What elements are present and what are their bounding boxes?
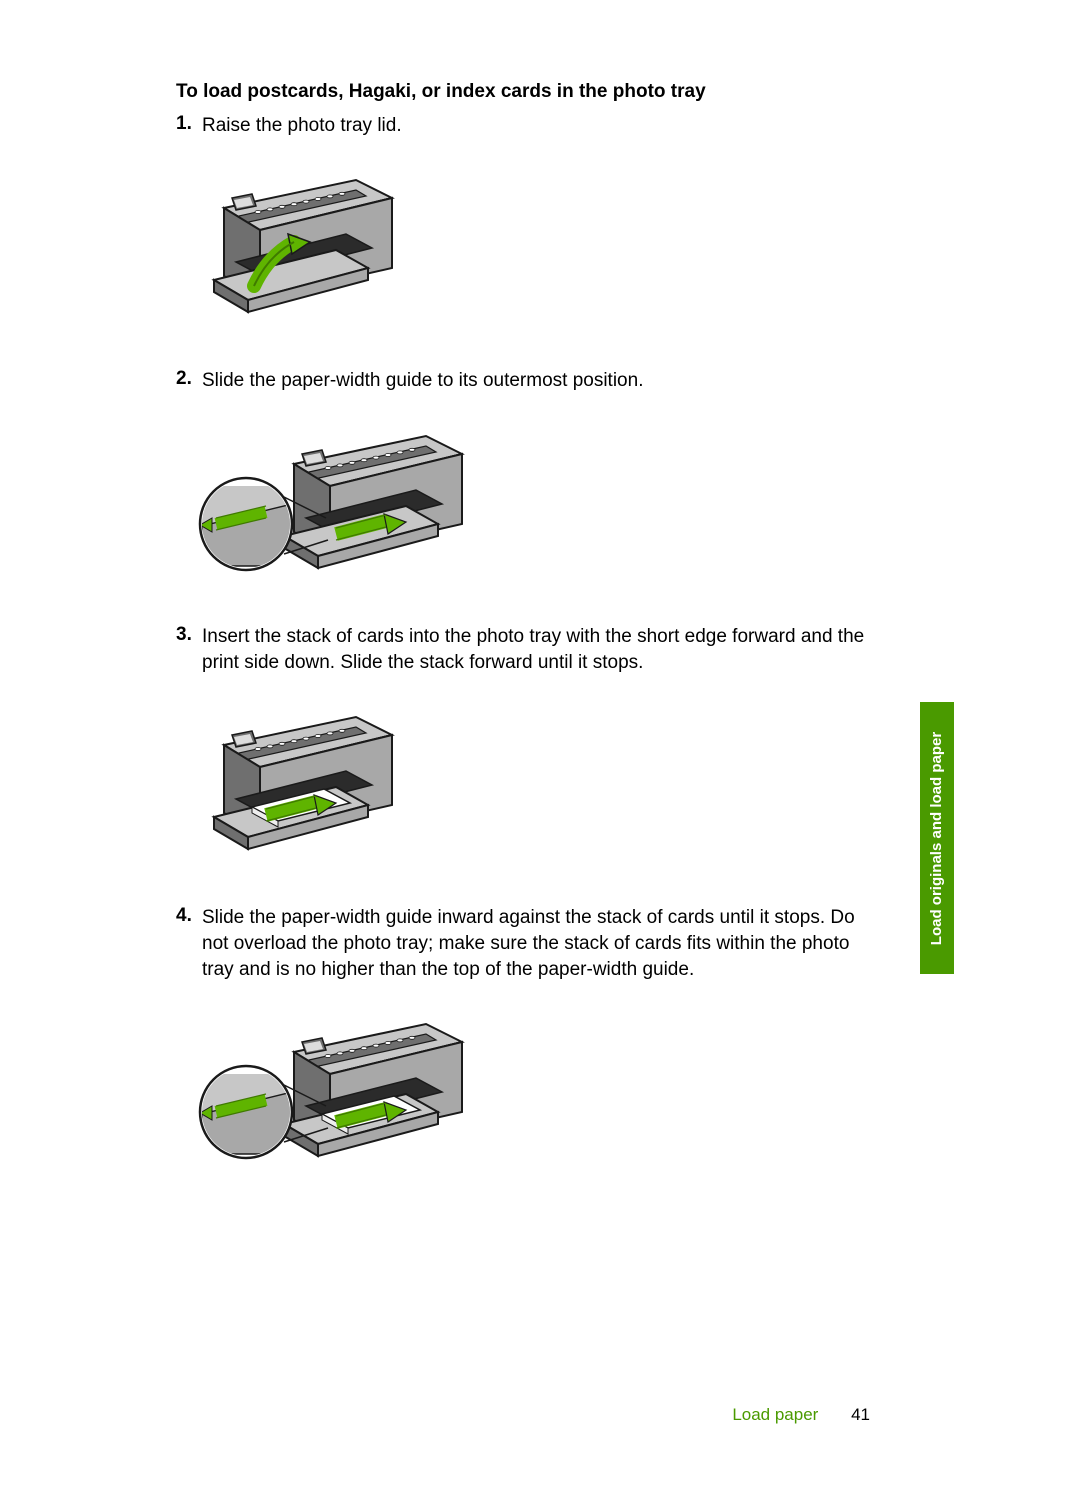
step-number: 3.	[176, 624, 202, 646]
footer-section-label: Load paper	[732, 1405, 818, 1424]
chapter-tab: Load originals and load paper	[920, 702, 954, 974]
step-text: Raise the photo tray lid.	[202, 113, 876, 139]
page-footer: Load paper 41	[732, 1405, 870, 1425]
figure-1	[196, 150, 876, 340]
step-text: Insert the stack of cards into the photo…	[202, 624, 876, 675]
step-1: 1. Raise the photo tray lid.	[176, 113, 876, 139]
footer-page-number: 41	[851, 1405, 870, 1424]
step-text: Slide the paper-width guide inward again…	[202, 905, 876, 982]
step-text: Slide the paper-width guide to its outer…	[202, 368, 876, 394]
step-3: 3. Insert the stack of cards into the ph…	[176, 624, 876, 675]
step-2: 2. Slide the paper-width guide to its ou…	[176, 368, 876, 394]
chapter-tab-label: Load originals and load paper	[929, 731, 946, 944]
step-number: 1.	[176, 113, 202, 135]
section-heading: To load postcards, Hagaki, or index card…	[176, 80, 876, 105]
figure-3	[196, 687, 876, 877]
page-content: To load postcards, Hagaki, or index card…	[176, 80, 876, 1212]
step-number: 4.	[176, 905, 202, 927]
step-number: 2.	[176, 368, 202, 390]
figure-2	[196, 406, 876, 596]
figure-4	[196, 994, 876, 1184]
step-4: 4. Slide the paper-width guide inward ag…	[176, 905, 876, 982]
